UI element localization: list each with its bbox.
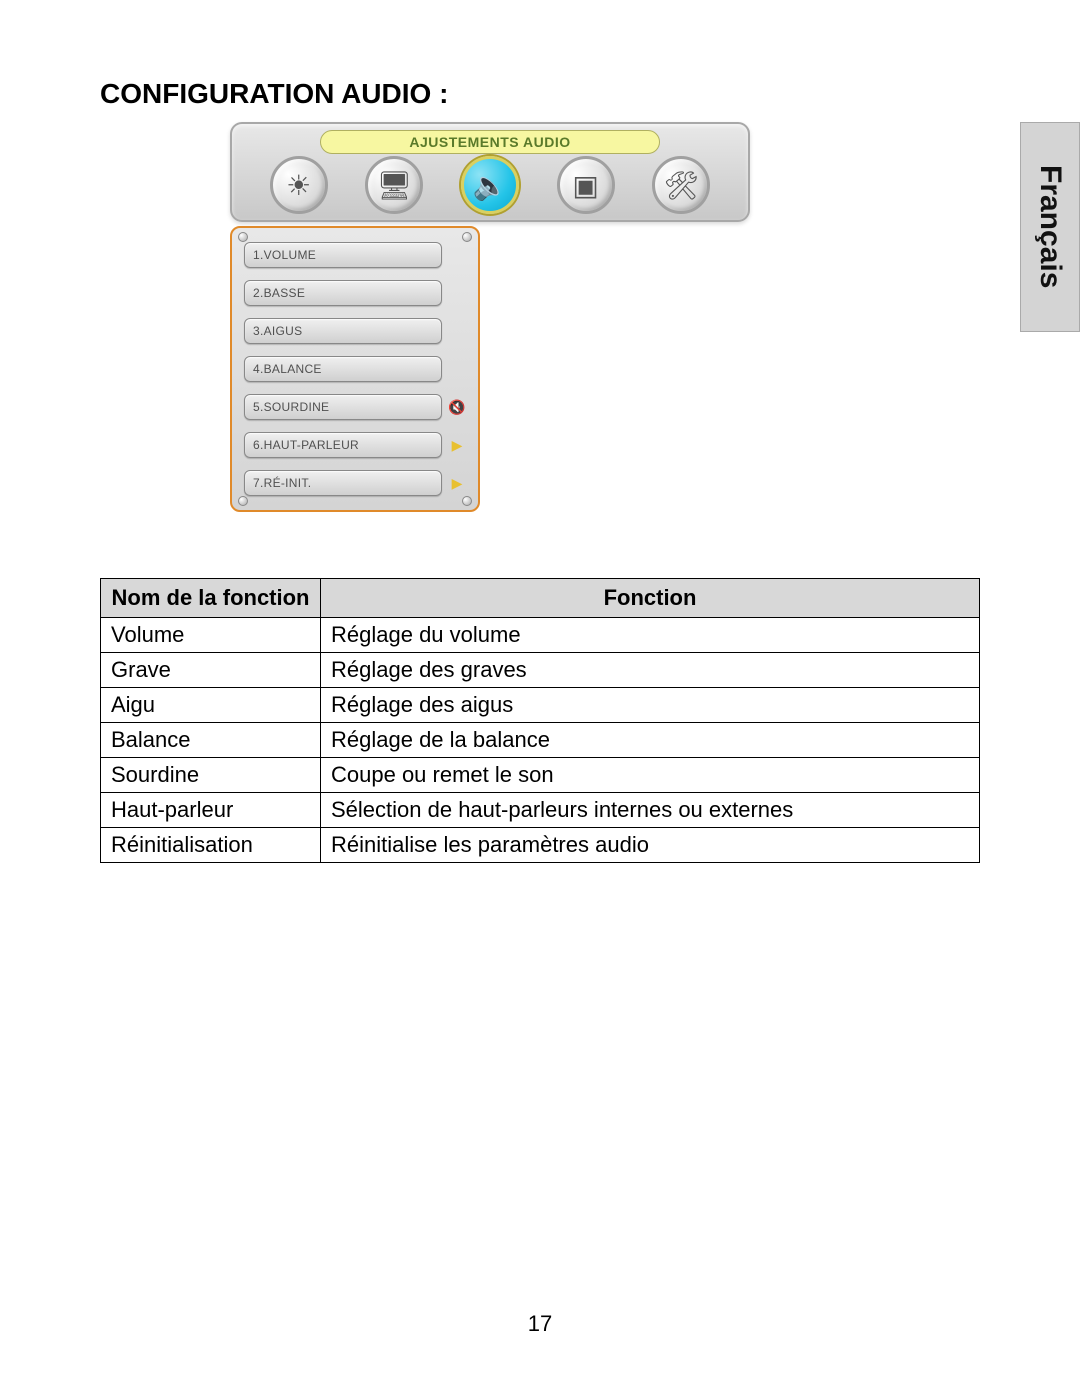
pip-icon[interactable]: ▣ — [557, 156, 615, 214]
cell-function-name: Balance — [101, 723, 321, 758]
menu-button[interactable]: 4.BALANCE — [244, 356, 442, 382]
cell-function-desc: Réglage de la balance — [321, 723, 980, 758]
cell-function-name: Volume — [101, 618, 321, 653]
display-icon[interactable]: 🖥 — [365, 156, 423, 214]
cell-function-name: Grave — [101, 653, 321, 688]
table-header-name: Nom de la fonction — [101, 579, 321, 618]
osd-title: AJUSTEMENTS AUDIO — [320, 130, 660, 154]
screw-icon — [238, 496, 248, 506]
brightness-icon[interactable]: ☀ — [270, 156, 328, 214]
cell-function-desc: Réglage des aigus — [321, 688, 980, 723]
function-table: Nom de la fonction Fonction VolumeRéglag… — [100, 578, 980, 863]
menu-button[interactable]: 2.BASSE — [244, 280, 442, 306]
cell-function-desc: Coupe ou remet le son — [321, 758, 980, 793]
osd-tab-icons: ☀ 🖥 🔈 ▣ 🛠 — [232, 156, 748, 214]
menu-row: 6.HAUT-PARLEUR ▶ — [244, 432, 466, 458]
table-row: VolumeRéglage du volume — [101, 618, 980, 653]
table-row: GraveRéglage des graves — [101, 653, 980, 688]
menu-button[interactable]: 6.HAUT-PARLEUR — [244, 432, 442, 458]
screw-icon — [462, 232, 472, 242]
osd-menu-panel: 1.VOLUME 2.BASSE 3.AIGUS 4.BALANCE 5.SOURDIN… — [230, 226, 480, 512]
page-title: CONFIGURATION AUDIO : — [100, 78, 448, 110]
screw-icon — [238, 232, 248, 242]
menu-row: 2.BASSE — [244, 280, 466, 306]
menu-button[interactable]: 1.VOLUME — [244, 242, 442, 268]
menu-button[interactable]: 3.AIGUS — [244, 318, 442, 344]
menu-row: 1.VOLUME — [244, 242, 466, 268]
cell-function-desc: Réglage des graves — [321, 653, 980, 688]
cell-function-desc: Réglage du volume — [321, 618, 980, 653]
screw-icon — [462, 496, 472, 506]
arrow-icon: ▶ — [448, 437, 466, 454]
table-row: AiguRéglage des aigus — [101, 688, 980, 723]
menu-button[interactable]: 5.SOURDINE — [244, 394, 442, 420]
cell-function-name: Aigu — [101, 688, 321, 723]
table-row: RéinitialisationRéinitialise les paramèt… — [101, 828, 980, 863]
cell-function-desc: Sélection de haut-parleurs internes ou e… — [321, 793, 980, 828]
table-row: SourdineCoupe ou remet le son — [101, 758, 980, 793]
mute-icon: 🔇 — [448, 399, 466, 416]
osd-widget: AJUSTEMENTS AUDIO ☀ 🖥 🔈 ▣ 🛠 1.VOLUME 2.BASSE 3… — [230, 122, 750, 512]
language-tab-label: Français — [1033, 165, 1067, 288]
menu-button[interactable]: 7.RÉ-INIT. — [244, 470, 442, 496]
menu-row: 7.RÉ-INIT. ▶ — [244, 470, 466, 496]
table-header-function: Fonction — [321, 579, 980, 618]
menu-row: 3.AIGUS — [244, 318, 466, 344]
cell-function-name: Haut-parleur — [101, 793, 321, 828]
audio-icon[interactable]: 🔈 — [461, 156, 519, 214]
tools-icon[interactable]: 🛠 — [652, 156, 710, 214]
language-tab: Français — [1020, 122, 1080, 332]
arrow-icon: ▶ — [448, 475, 466, 492]
menu-row: 5.SOURDINE 🔇 — [244, 394, 466, 420]
cell-function-name: Réinitialisation — [101, 828, 321, 863]
page-number: 17 — [528, 1311, 552, 1337]
cell-function-desc: Réinitialise les paramètres audio — [321, 828, 980, 863]
menu-row: 4.BALANCE — [244, 356, 466, 382]
cell-function-name: Sourdine — [101, 758, 321, 793]
table-row: Haut-parleurSélection de haut-parleurs i… — [101, 793, 980, 828]
osd-header: AJUSTEMENTS AUDIO ☀ 🖥 🔈 ▣ 🛠 — [230, 122, 750, 222]
table-row: BalanceRéglage de la balance — [101, 723, 980, 758]
